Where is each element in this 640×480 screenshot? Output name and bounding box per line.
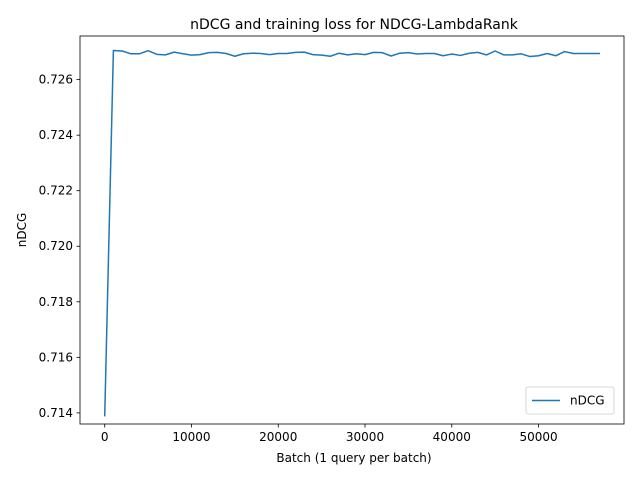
axes-frame <box>79 35 625 425</box>
y-tick-label: 0.722 <box>39 184 73 198</box>
y-tick-label: 0.714 <box>39 406 73 420</box>
y-tick-label: 0.716 <box>39 350 73 364</box>
x-tick-label: 50000 <box>519 430 557 444</box>
x-tick-label: 10000 <box>172 430 210 444</box>
y-axis-label: nDCG <box>15 213 29 248</box>
series-line-ndcg <box>103 49 601 417</box>
y-tick-label: 0.720 <box>39 239 73 253</box>
plot-area: 0 10000 20000 30000 40000 50000 0.714 0.716 0.71… <box>39 35 625 444</box>
x-tick-label: 40000 <box>433 430 471 444</box>
legend-box <box>525 386 615 415</box>
legend: nDCG <box>525 386 615 415</box>
chart-title: nDCG and training loss for NDCG-LambdaRa… <box>190 17 519 33</box>
x-axis-label: Batch (1 query per batch) <box>276 451 431 465</box>
y-tick-label: 0.724 <box>39 128 73 142</box>
x-tick-label: 0 <box>101 430 109 444</box>
y-tick-label: 0.726 <box>39 73 73 87</box>
x-tick-label: 20000 <box>259 430 297 444</box>
x-tick-label: 30000 <box>346 430 384 444</box>
y-tick-label: 0.718 <box>39 295 73 309</box>
legend-label: nDCG <box>570 394 605 408</box>
